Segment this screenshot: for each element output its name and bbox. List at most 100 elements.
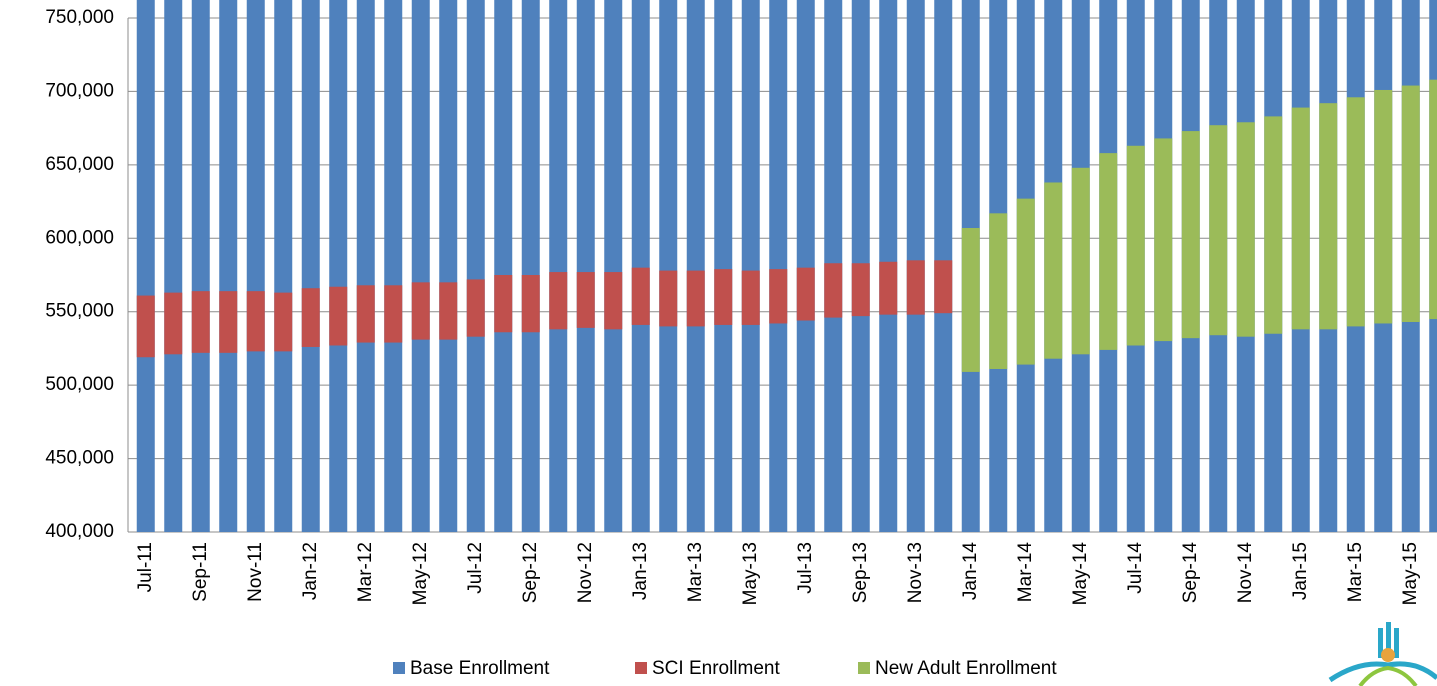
x-tick-label: Nov-11 bbox=[245, 542, 266, 602]
bar-segment bbox=[356, 0, 375, 532]
x-tick-label: Sep-14 bbox=[1180, 542, 1201, 604]
x-tick-label: Jan-12 bbox=[300, 542, 321, 600]
bar-segment bbox=[1264, 116, 1283, 334]
x-tick-label: Nov-13 bbox=[905, 542, 926, 603]
legend-swatch bbox=[858, 662, 870, 674]
x-tick-label: May-14 bbox=[1070, 542, 1091, 606]
bar-segment bbox=[576, 272, 595, 328]
y-tick-label: 550,000 bbox=[45, 301, 114, 322]
x-tick-label: Jul-12 bbox=[465, 542, 486, 594]
bar-segment bbox=[329, 0, 348, 532]
bar-segment bbox=[411, 0, 430, 532]
x-tick-label: Jan-14 bbox=[960, 542, 981, 601]
legend-swatch bbox=[635, 662, 647, 674]
bar-segment bbox=[604, 272, 623, 330]
bar-segment bbox=[1429, 79, 1437, 320]
bar-segment bbox=[576, 0, 595, 532]
bar-segment bbox=[686, 0, 705, 532]
x-tick-label: Jan-15 bbox=[1290, 542, 1311, 600]
y-tick-label: 400,000 bbox=[45, 521, 114, 542]
x-tick-label: Jan-13 bbox=[630, 542, 651, 600]
bar-segment bbox=[741, 0, 760, 532]
bar-segment bbox=[274, 0, 293, 533]
bar-segment bbox=[796, 267, 815, 321]
bar-segment bbox=[384, 285, 403, 343]
bar-segment bbox=[659, 0, 678, 532]
bar-segment bbox=[521, 275, 540, 333]
bar-segment bbox=[466, 279, 485, 337]
bar-segment bbox=[604, 0, 623, 532]
bar-segment bbox=[1236, 122, 1255, 337]
bar-segment bbox=[356, 285, 375, 343]
legend-swatch bbox=[393, 662, 405, 674]
bar-segment bbox=[769, 0, 788, 532]
bar-segment bbox=[1071, 167, 1090, 355]
bar-segment bbox=[494, 0, 513, 533]
bar-segment bbox=[714, 269, 733, 325]
bar-segment bbox=[1181, 131, 1200, 339]
bar-segment bbox=[494, 275, 513, 333]
x-tick-label: Nov-14 bbox=[1235, 542, 1256, 604]
bar-segment bbox=[741, 270, 760, 325]
bar-segment bbox=[1401, 85, 1420, 322]
bars bbox=[136, 0, 1437, 533]
bar-segment bbox=[246, 0, 265, 533]
y-tick-label: 600,000 bbox=[45, 227, 114, 248]
bar-segment bbox=[686, 270, 705, 327]
bar-segment bbox=[246, 291, 265, 352]
bar-segment bbox=[301, 288, 320, 347]
x-tick-label: Mar-14 bbox=[1015, 542, 1036, 603]
bar-segment bbox=[1016, 198, 1035, 365]
y-tick-label: 500,000 bbox=[45, 374, 114, 395]
y-tick-label: 700,000 bbox=[45, 80, 114, 101]
bar-segment bbox=[219, 0, 238, 533]
bar-segment bbox=[219, 291, 238, 353]
bar-segment bbox=[1291, 107, 1310, 330]
bar-segment bbox=[824, 263, 843, 318]
x-tick-label: Mar-15 bbox=[1345, 542, 1366, 602]
legend-label: Base Enrollment bbox=[410, 658, 550, 679]
bar-segment bbox=[796, 0, 815, 532]
x-tick-label: Mar-12 bbox=[355, 542, 376, 602]
bar-segment bbox=[274, 292, 293, 352]
bar-segment bbox=[1154, 138, 1173, 342]
x-tick-label: Nov-12 bbox=[575, 542, 596, 603]
bar-segment bbox=[136, 295, 155, 358]
y-tick-label: 450,000 bbox=[45, 448, 114, 469]
bar-segment bbox=[439, 0, 458, 532]
bar-segment bbox=[989, 213, 1008, 369]
bar-segment bbox=[934, 260, 953, 314]
bar-segment bbox=[714, 0, 733, 532]
legend-label: New Adult Enrollment bbox=[875, 658, 1057, 679]
x-tick-label: Sep-11 bbox=[190, 542, 211, 602]
bar-segment bbox=[1126, 145, 1145, 346]
bar-segment bbox=[1044, 182, 1063, 359]
bar-segment bbox=[631, 267, 650, 325]
x-tick-label: May-13 bbox=[740, 542, 761, 605]
x-tick-label: Sep-12 bbox=[520, 542, 541, 603]
bar-segment bbox=[136, 0, 155, 533]
bar-segment bbox=[549, 272, 568, 330]
x-tick-label: Jul-11 bbox=[135, 542, 156, 592]
bar-segment bbox=[1099, 153, 1118, 350]
bar-segment bbox=[631, 0, 650, 532]
bar-segment bbox=[1346, 97, 1365, 327]
bar-segment bbox=[191, 291, 210, 353]
bar-segment bbox=[769, 269, 788, 324]
bar-segment bbox=[301, 0, 320, 532]
bar-segment bbox=[384, 0, 403, 532]
bar-segment bbox=[659, 270, 678, 327]
bar-segment bbox=[1209, 125, 1228, 336]
bar-segment bbox=[521, 0, 540, 533]
x-tick-label: May-12 bbox=[410, 542, 431, 605]
bar-segment bbox=[961, 228, 980, 372]
legend-label: SCI Enrollment bbox=[652, 658, 780, 679]
y-tick-label: 750,000 bbox=[45, 7, 114, 28]
x-tick-label: Sep-13 bbox=[850, 542, 871, 603]
bar-segment bbox=[191, 0, 210, 533]
bar-segment bbox=[1374, 89, 1393, 324]
x-tick-label: Jul-14 bbox=[1125, 542, 1146, 594]
bar-segment bbox=[439, 282, 458, 340]
bar-segment bbox=[549, 0, 568, 532]
